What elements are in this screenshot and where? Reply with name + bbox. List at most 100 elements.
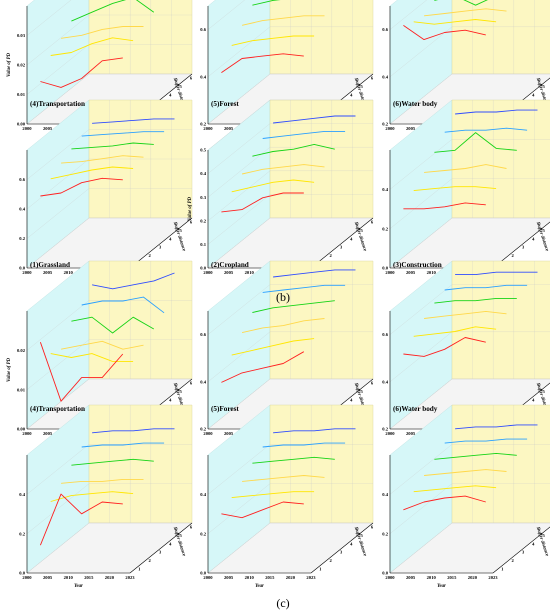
buffer-tick-label: 6	[190, 525, 193, 530]
buffer-tick-label: 4	[169, 92, 172, 97]
series-line-buffer-3	[61, 478, 144, 484]
series-line-buffer-2	[231, 338, 315, 356]
x-tick-label: 2005	[406, 270, 416, 275]
series-line-buffer-2	[413, 326, 497, 337]
grid-line	[26, 217, 90, 269]
series-line-buffer-4	[71, 316, 155, 334]
buffer-tick-label: 6	[371, 220, 374, 225]
series-line-buffer-1	[221, 501, 304, 519]
depth-axis-line	[492, 221, 550, 269]
x-tick-label: 2015	[265, 575, 275, 580]
panel-title: (3)Construction	[393, 261, 442, 269]
buffer-tick-label: 2	[149, 558, 152, 563]
y-tick-label: 0.0	[382, 266, 388, 271]
buffer-tick-label: 6	[190, 76, 193, 81]
buffer-tick-label: 4	[532, 92, 535, 97]
depth-axis-line	[492, 526, 550, 574]
buffer-tick-label: 4	[532, 397, 535, 402]
y-tick-label: 0.0	[19, 266, 25, 271]
buffer-tick-label: 2	[330, 558, 333, 563]
buffer-tick-label: 5	[361, 533, 364, 538]
grid-line	[207, 522, 271, 574]
x-tick-label: 2005	[43, 126, 53, 131]
x-axis-title: Year	[437, 584, 446, 589]
grid-line	[26, 73, 90, 125]
grid-line	[207, 331, 271, 382]
series-line-buffer-1	[403, 202, 486, 210]
buffer-tick-label: 1	[319, 566, 322, 571]
chart-panel: 0.00.20.40.62000200520102015202020231234…	[19, 99, 193, 284]
grid-line	[207, 73, 271, 125]
y-tick-label: 0.6	[382, 332, 388, 337]
series-line-buffer-6	[455, 271, 538, 276]
buffer-tick-label: 4	[350, 541, 353, 546]
series-line-buffer-6	[273, 428, 356, 434]
buffer-tick-label: 3	[159, 550, 162, 555]
buffer-tick-label: 5	[180, 533, 183, 538]
buffer-tick-label: 6	[190, 220, 193, 225]
back-wall	[88, 404, 193, 524]
series-line-buffer-5	[262, 284, 346, 293]
x-tick-label: 2005	[43, 431, 53, 436]
x-tick-label: 2010	[64, 575, 74, 580]
buffer-tick-label: 3	[159, 245, 162, 250]
y-tick-label: 0.00	[17, 427, 26, 432]
buffer-tick-label: 4	[350, 92, 353, 97]
series-line-buffer-3	[424, 164, 507, 173]
buffer-tick-label: 5	[361, 228, 364, 233]
buffer-tick-label: 5	[543, 228, 546, 233]
buffer-tick-label: 2	[512, 558, 515, 563]
x-tick-label: 2000	[385, 575, 395, 580]
buffer-tick-label: 2	[149, 253, 152, 258]
grid-line	[389, 73, 453, 125]
chart-panel: 0.00.20.4200020052010201520202023123456Y…	[382, 404, 550, 589]
y-tick-label: 0.0	[19, 571, 25, 576]
buffer-tick-label: 5	[361, 389, 364, 394]
y-tick-label: 0.2	[200, 531, 206, 536]
caption-b: (b)	[276, 290, 290, 304]
x-tick-label: 2023	[488, 575, 498, 580]
series-line-buffer-2	[231, 35, 315, 46]
series-line-buffer-2	[231, 179, 315, 193]
y-axis-title: Value of PD	[188, 196, 193, 221]
panel-title: (6)Water body	[393, 405, 438, 413]
series-line-buffer-2	[413, 19, 497, 25]
y-tick-label: 0.4	[200, 74, 206, 79]
series-line-buffer-6	[273, 115, 356, 124]
depth-axis-line	[129, 522, 193, 574]
series-line-buffer-3	[424, 8, 507, 17]
x-tick-label: 2000	[203, 270, 213, 275]
series-line-buffer-3	[241, 164, 325, 175]
x-tick-label: 2010	[427, 575, 437, 580]
buffer-tick-label: 6	[371, 381, 374, 386]
buffer-tick-label: 2	[512, 253, 515, 258]
series-line-buffer-1	[39, 342, 124, 402]
x-tick-label: 2005	[406, 575, 416, 580]
series-line-buffer-4	[434, 132, 517, 153]
x-tick-label: 2020	[468, 575, 478, 580]
series-line-buffer-4	[434, 0, 488, 6]
buffer-tick-label: 6	[371, 525, 374, 530]
series-line-buffer-2	[231, 491, 315, 499]
x-tick-label: 2010	[427, 270, 437, 275]
series-line-buffer-5	[444, 438, 528, 444]
grid-line	[26, 158, 90, 210]
y-tick-label: 0.4	[200, 379, 206, 384]
chart-panel: 0.000.010.020.03200020052010201520202023…	[7, 0, 193, 140]
y-tick-label: 0.4	[382, 187, 388, 192]
y-tick-label: 0.6	[19, 177, 25, 182]
y-axis-title: Value of PD	[7, 52, 12, 77]
panel-title: (2)Cropland	[211, 261, 249, 269]
x-tick-label: 2000	[22, 126, 32, 131]
panel-title: (5)Forest	[211, 405, 239, 413]
grid-line	[389, 178, 453, 229]
series-line-buffer-5	[81, 131, 165, 137]
series-line-buffer-5	[444, 127, 528, 133]
grid-line	[207, 194, 271, 245]
y-tick-label: 0.01	[17, 92, 26, 97]
series-line-buffer-5	[81, 442, 165, 448]
x-tick-label: 2020	[286, 575, 296, 580]
x-axis-title: Year	[74, 584, 83, 589]
grid-line	[389, 26, 453, 77]
